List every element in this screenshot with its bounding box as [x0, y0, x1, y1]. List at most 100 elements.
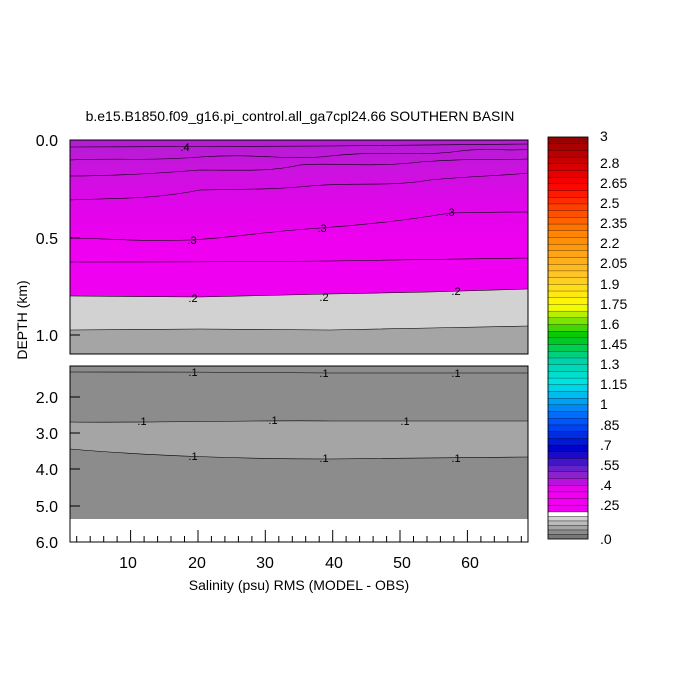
colorbar-swatch: [547, 351, 589, 359]
colorbar-label: 2.35: [600, 215, 627, 231]
x-axis-ticks: [76, 530, 522, 542]
colorbar-frame: [547, 136, 589, 540]
contour-label: .4: [180, 142, 189, 154]
colorbar-swatch: [547, 310, 589, 319]
colorbar-swatch: [547, 277, 589, 285]
colorbar-swatch: [547, 210, 589, 219]
colorbar-swatch: [547, 384, 589, 393]
colorbar-labels: 3 2.8 2.65 2.5 2.35 2.2 2.05 1.9 1.75 1.…: [600, 128, 627, 547]
colorbar-swatch: [547, 491, 589, 500]
colorbar-swatch: [547, 297, 589, 306]
colorbar-swatch: [547, 485, 589, 493]
colorbar-swatch: [547, 520, 589, 526]
contour-label: .2: [319, 292, 328, 304]
contour-line-0-1a: [70, 371, 528, 374]
colorbar-swatch: [547, 243, 589, 252]
contour-label: .1: [319, 368, 328, 380]
colorbar-label: 1.6: [600, 316, 620, 332]
contour-line-0-35b: [70, 158, 528, 177]
colorbar-swatch: [547, 431, 589, 439]
lower-contour-labels: .1 .1 .1 .1 .1 .1 .1 .1 .1: [137, 367, 460, 465]
contour-label: .1: [451, 368, 460, 380]
colorbar-label: 2.2: [600, 235, 620, 251]
colorbar-swatch: [547, 505, 589, 513]
upper-panel-frame: [69, 139, 529, 355]
colorbar-swatch: [547, 418, 589, 426]
colorbar-label: 2.65: [600, 175, 627, 191]
colorbar-swatch: [547, 444, 589, 453]
contour-label: .1: [451, 453, 460, 465]
lower-y-tick-label: 4.0: [36, 462, 58, 479]
colorbar-label: 1.75: [600, 296, 627, 312]
colorbar-swatch: [547, 511, 589, 517]
colorbar-label: .0: [600, 531, 612, 547]
x-tick-label: 50: [393, 555, 411, 572]
colorbar-swatch: [547, 257, 589, 265]
lower-y-tick-label: 2.0: [36, 390, 58, 407]
contour-line-0-25: [70, 257, 528, 263]
colorbar-label: .4: [600, 477, 612, 493]
colorbar-label: .7: [600, 437, 612, 453]
colorbar-swatch: [547, 464, 589, 473]
contour-line-0-1c: [70, 448, 528, 460]
contour-label: .1: [268, 415, 277, 427]
x-tick-label: 30: [256, 555, 274, 572]
contour-label: .2: [188, 293, 197, 305]
colorbar-label: 2.5: [600, 195, 620, 211]
colorbar-label: .85: [600, 417, 620, 433]
lower-panel: [70, 366, 528, 542]
colorbar-label: 1.15: [600, 376, 627, 392]
colorbar-swatch: [547, 337, 589, 346]
colorbar-swatch: [547, 478, 589, 486]
colorbar-swatch: [547, 270, 589, 279]
chart-title: b.e15.B1850.f09_g16.pi_control.all_ga7cp…: [86, 108, 515, 124]
colorbar-label: 1.3: [600, 356, 620, 372]
colorbar-swatch: [547, 203, 589, 212]
colorbar-swatch: [547, 391, 589, 399]
x-tick-label: 10: [119, 555, 137, 572]
colorbar-swatch: [547, 230, 589, 239]
colorbar-swatch: [547, 411, 589, 419]
colorbar-swatch: [547, 364, 589, 373]
x-axis-label: Salinity (psu) RMS (MODEL - OBS): [189, 577, 409, 593]
colorbar-label: 1: [600, 396, 608, 412]
colorbar-swatch: [547, 398, 589, 406]
contour-label: .3: [445, 207, 454, 219]
upper-panel: [70, 140, 528, 354]
lower-panel-frame: [69, 365, 529, 543]
colorbar-swatch: [547, 250, 589, 259]
contour-line-0-35a: [70, 148, 528, 161]
upper-contour-labels: .4 .3 .3 .3 .2 .2 .2: [180, 142, 460, 305]
colorbar-label: 1.45: [600, 336, 627, 352]
colorbar-swatch: [547, 284, 589, 292]
contour-label: .1: [188, 367, 197, 379]
colorbar-swatch: [547, 451, 589, 460]
colorbar-swatch: [547, 136, 589, 145]
contour-line-0-1b: [70, 420, 528, 423]
colorbar: [547, 136, 589, 540]
lower-y-ticks: [70, 396, 80, 543]
colorbar-swatch: [547, 237, 589, 245]
contour-label: .2: [451, 286, 460, 298]
colorbar-swatch: [547, 377, 589, 386]
contour-line-0-15: [70, 325, 528, 331]
contour-label: .1: [319, 453, 328, 465]
colorbar-swatch: [547, 404, 589, 413]
contour-label: .1: [188, 451, 197, 463]
colorbar-swatch: [547, 177, 589, 185]
colorbar-swatch: [547, 183, 589, 192]
colorbar-label: .55: [600, 457, 620, 473]
upper-y-tick-label: 0.5: [36, 231, 58, 248]
contour-label: .1: [400, 416, 409, 428]
contour-line-0-35c: [70, 172, 528, 201]
no-data-region: [70, 519, 528, 542]
upper-y-ticks: [70, 139, 80, 336]
gray-fill-region-0-1-band: [70, 420, 528, 459]
colorbar-swatch: [547, 516, 589, 522]
lower-y-tick-label: 6.0: [36, 535, 58, 552]
colorbar-swatch: [547, 223, 589, 232]
x-tick-label: 20: [188, 555, 206, 572]
colorbar-swatch: [547, 324, 589, 332]
colorbar-swatch: [547, 357, 589, 366]
